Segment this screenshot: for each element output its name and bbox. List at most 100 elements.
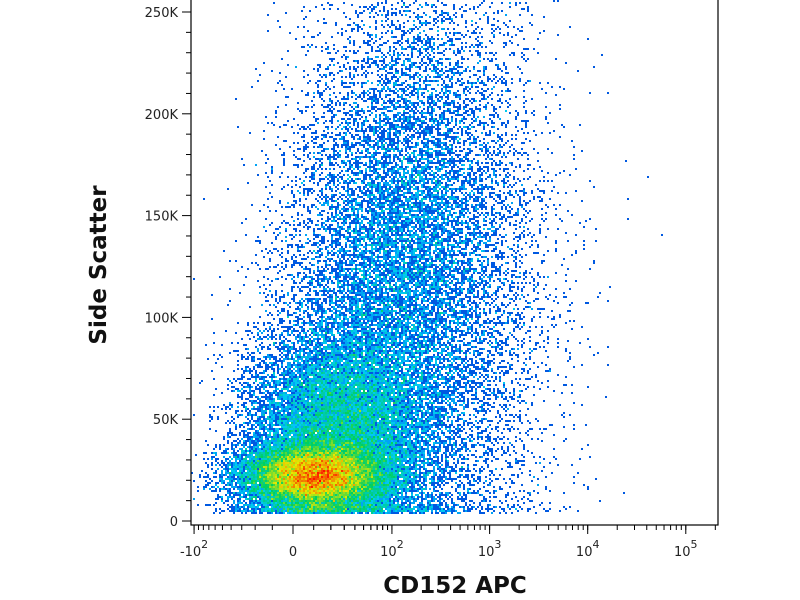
event-point	[503, 42, 505, 44]
event-point	[383, 100, 385, 102]
event-point	[359, 186, 361, 188]
event-point	[391, 124, 393, 126]
event-point	[459, 212, 461, 214]
event-point	[497, 64, 499, 66]
event-point	[539, 166, 541, 168]
event-point	[341, 222, 343, 224]
event-point	[349, 118, 351, 120]
event-point	[405, 128, 407, 130]
event-point	[405, 216, 407, 218]
event-point	[397, 58, 399, 60]
event-point	[519, 166, 521, 168]
event-point	[483, 84, 485, 86]
event-point	[365, 92, 367, 94]
event-point	[351, 128, 353, 130]
event-point	[313, 112, 315, 114]
event-point	[433, 220, 435, 222]
event-point	[381, 188, 383, 190]
event-point	[335, 114, 337, 116]
event-point	[485, 68, 487, 70]
event-point	[373, 222, 375, 224]
event-point	[489, 146, 491, 148]
event-point	[517, 112, 519, 114]
event-point	[371, 170, 373, 172]
event-point	[381, 52, 383, 54]
event-point	[377, 80, 379, 82]
event-point	[433, 176, 435, 178]
event-point	[337, 144, 339, 146]
event-point	[451, 136, 453, 138]
event-point	[391, 78, 393, 80]
event-point	[409, 154, 411, 156]
event-point	[331, 58, 333, 60]
event-point	[447, 84, 449, 86]
event-point	[337, 120, 339, 122]
event-point	[437, 158, 439, 160]
event-point	[365, 138, 367, 140]
event-point	[377, 108, 379, 110]
event-point	[329, 64, 331, 66]
event-point	[363, 164, 365, 166]
event-point	[435, 18, 437, 20]
event-point	[503, 216, 505, 218]
event-point	[303, 128, 305, 130]
event-point	[427, 192, 429, 194]
event-point	[393, 54, 395, 56]
event-point	[373, 194, 375, 196]
event-point	[313, 164, 315, 166]
event-point	[449, 180, 451, 182]
event-point	[329, 182, 331, 184]
event-point	[509, 222, 511, 224]
event-point	[371, 154, 373, 156]
event-point	[415, 142, 417, 144]
event-point	[447, 132, 449, 134]
event-point	[441, 168, 443, 170]
event-point	[339, 216, 341, 218]
event-point	[373, 210, 375, 212]
event-point	[407, 10, 409, 12]
event-point	[379, 220, 381, 222]
event-point	[471, 166, 473, 168]
event-point	[427, 206, 429, 208]
event-point	[431, 88, 433, 90]
event-point	[331, 196, 333, 198]
event-point	[407, 42, 409, 44]
event-point	[469, 142, 471, 144]
event-point	[475, 44, 477, 46]
event-point	[371, 46, 373, 48]
event-point	[303, 204, 305, 206]
event-point	[501, 216, 503, 218]
event-point	[505, 168, 507, 170]
event-point	[315, 224, 317, 226]
event-point	[425, 50, 427, 52]
event-point	[415, 144, 417, 146]
event-point	[459, 126, 461, 128]
event-point	[445, 104, 447, 106]
event-point	[391, 32, 393, 34]
event-point	[503, 186, 505, 188]
event-point	[493, 150, 495, 152]
event-point	[299, 224, 301, 226]
event-point	[459, 52, 461, 54]
event-point	[311, 168, 313, 170]
event-point	[455, 164, 457, 166]
event-point	[401, 166, 403, 168]
event-point	[449, 148, 451, 150]
event-point	[327, 48, 329, 50]
event-point	[451, 70, 453, 72]
event-point	[423, 214, 425, 216]
event-point	[307, 94, 309, 96]
event-point	[349, 110, 351, 112]
event-point	[435, 168, 437, 170]
event-point	[347, 118, 349, 120]
event-point	[311, 106, 313, 108]
event-point	[325, 120, 327, 122]
event-point	[319, 174, 321, 176]
event-point	[437, 170, 439, 172]
event-point	[365, 156, 367, 158]
event-point	[423, 204, 425, 206]
event-point	[421, 6, 423, 8]
event-point	[479, 122, 481, 124]
event-point	[407, 162, 409, 164]
event-point	[463, 92, 465, 94]
